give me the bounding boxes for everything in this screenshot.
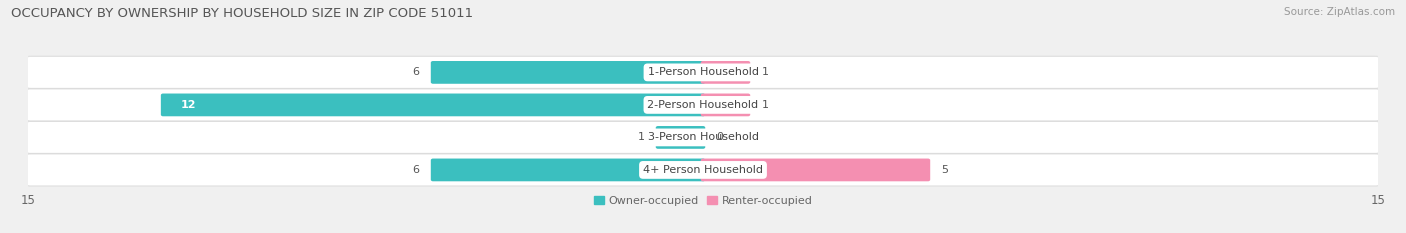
- Text: 2-Person Household: 2-Person Household: [647, 100, 759, 110]
- FancyBboxPatch shape: [430, 61, 706, 84]
- FancyBboxPatch shape: [25, 121, 1381, 154]
- FancyBboxPatch shape: [655, 126, 706, 149]
- Text: OCCUPANCY BY OWNERSHIP BY HOUSEHOLD SIZE IN ZIP CODE 51011: OCCUPANCY BY OWNERSHIP BY HOUSEHOLD SIZE…: [11, 7, 474, 20]
- FancyBboxPatch shape: [25, 57, 1381, 88]
- Text: Source: ZipAtlas.com: Source: ZipAtlas.com: [1284, 7, 1395, 17]
- FancyBboxPatch shape: [25, 153, 1381, 187]
- FancyBboxPatch shape: [25, 89, 1381, 120]
- Text: 1: 1: [762, 100, 769, 110]
- Text: 5: 5: [942, 165, 949, 175]
- Text: 1: 1: [637, 132, 644, 142]
- Text: 4+ Person Household: 4+ Person Household: [643, 165, 763, 175]
- FancyBboxPatch shape: [700, 61, 751, 84]
- FancyBboxPatch shape: [25, 122, 1381, 153]
- FancyBboxPatch shape: [700, 158, 931, 181]
- FancyBboxPatch shape: [160, 93, 706, 116]
- FancyBboxPatch shape: [25, 88, 1381, 122]
- FancyBboxPatch shape: [25, 154, 1381, 185]
- Text: 1: 1: [762, 67, 769, 77]
- FancyBboxPatch shape: [430, 158, 706, 181]
- Legend: Owner-occupied, Renter-occupied: Owner-occupied, Renter-occupied: [589, 192, 817, 211]
- Text: 12: 12: [181, 100, 197, 110]
- Text: 6: 6: [412, 165, 419, 175]
- Text: 0: 0: [717, 132, 724, 142]
- Text: 6: 6: [412, 67, 419, 77]
- Text: 3-Person Household: 3-Person Household: [648, 132, 758, 142]
- FancyBboxPatch shape: [700, 93, 751, 116]
- Text: 1-Person Household: 1-Person Household: [648, 67, 758, 77]
- FancyBboxPatch shape: [25, 56, 1381, 89]
